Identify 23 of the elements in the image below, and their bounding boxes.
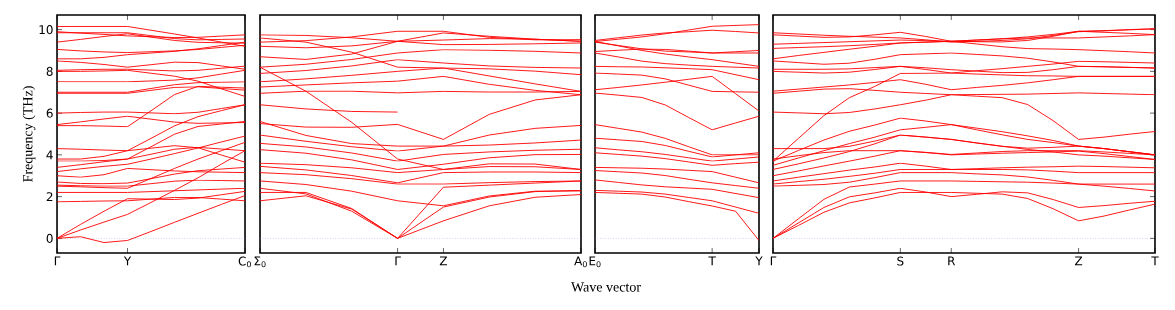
x-tick-label: C$_{0}$: [238, 256, 251, 268]
x-tick-label: T: [1151, 256, 1159, 266]
y-tick-label: 2: [46, 192, 53, 202]
x-tick-label: Z: [1075, 256, 1083, 266]
x-tick-label: R: [948, 256, 956, 266]
y-tick-label: 8: [46, 66, 53, 76]
y-axis-title: Frequency (THz): [22, 86, 36, 182]
x-tick-label: Γ: [770, 256, 777, 266]
x-tick-label: Γ: [54, 256, 61, 266]
x-axis-title: Wave vector: [571, 282, 641, 292]
x-tick-label: Σ$_{0}$: [254, 256, 266, 268]
x-tick-label: T: [708, 256, 716, 266]
x-tick-label: Z: [439, 256, 448, 266]
x-tick-label: Y: [755, 256, 763, 266]
y-tick-label: 6: [46, 108, 53, 118]
y-tick-label: 0: [46, 233, 53, 243]
y-tick-label: 10: [39, 25, 53, 35]
x-tick-label: Y: [123, 256, 132, 266]
x-tick-label: A$_{0}$: [574, 256, 587, 268]
x-tick-label: S: [897, 256, 904, 266]
y-tick-label: 4: [46, 150, 53, 160]
x-tick-label: Γ: [395, 256, 401, 266]
x-tick-label: E$_{0}$: [589, 256, 601, 268]
